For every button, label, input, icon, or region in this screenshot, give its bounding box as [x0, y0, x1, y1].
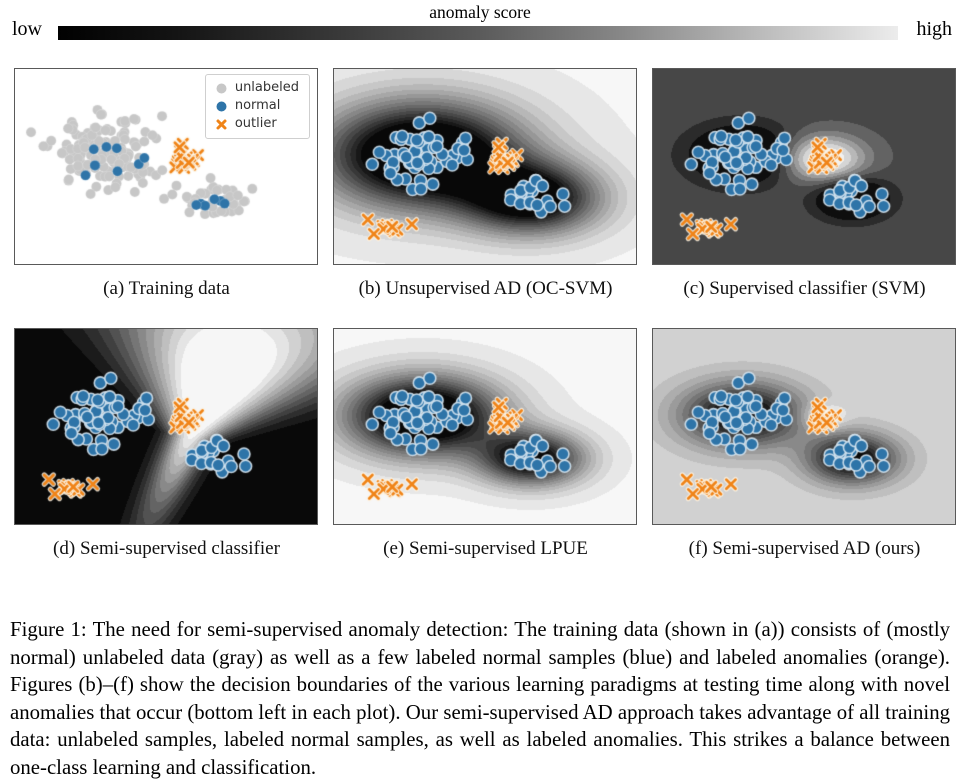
panel-f-plot: [652, 328, 956, 525]
panel-b-caption: (b) Unsupervised AD (OC-SVM): [358, 278, 613, 299]
legend-label-outlier: outlier: [234, 115, 277, 131]
panel-d-caption: (d) Semi-supervised classifier: [53, 538, 280, 559]
legend-item-normal: normal: [215, 97, 299, 114]
panel-d: (d) Semi-supervised classifier: [14, 328, 319, 588]
panel-b-plot: [333, 68, 637, 265]
panel-f-caption: (f) Semi-supervised AD (ours): [688, 538, 921, 559]
panel-b-canvas: [334, 69, 636, 264]
panel-c-canvas: [653, 69, 955, 264]
panel-f-canvas: [653, 329, 955, 524]
panel-row-2: (d) Semi-supervised classifier (e) Semi-…: [0, 328, 960, 588]
panel-c: (c) Supervised classifier (SVM): [652, 68, 957, 328]
panel-row-1: unlabeled normal outlier (a) Training da…: [0, 68, 960, 328]
unlabeled-dot-icon: [216, 83, 227, 94]
panel-d-canvas: [15, 329, 317, 524]
legend-item-unlabeled: unlabeled: [215, 80, 299, 96]
legend-label-unlabeled: unlabeled: [234, 80, 299, 95]
legend: unlabeled normal outlier: [204, 74, 310, 139]
legend-label-normal: normal: [234, 97, 281, 113]
panel-e-caption: (e) Semi-supervised LPUE: [383, 538, 588, 559]
colorbar-high-label: high: [916, 18, 952, 40]
panel-a: unlabeled normal outlier (a) Training da…: [14, 68, 319, 328]
panel-a-caption: (a) Training data: [103, 278, 230, 299]
panel-e-plot: [333, 328, 637, 525]
panel-c-caption: (c) Supervised classifier (SVM): [683, 278, 926, 299]
anomaly-score-colorbar: anomaly score low high: [0, 2, 960, 48]
outlier-x-icon: [216, 119, 227, 130]
panel-e-canvas: [334, 329, 636, 524]
legend-item-outlier: outlier: [215, 115, 299, 132]
figure-caption: Figure 1: The need for semi-supervised a…: [10, 618, 950, 779]
panel-b: (b) Unsupervised AD (OC-SVM): [333, 68, 638, 328]
panel-c-plot: [652, 68, 956, 265]
normal-dot-icon: [216, 101, 227, 112]
panel-f: (f) Semi-supervised AD (ours): [652, 328, 957, 588]
colorbar-title: anomaly score: [429, 2, 531, 22]
colorbar-low-label: low: [12, 18, 42, 40]
panel-d-plot: [14, 328, 318, 525]
panel-e: (e) Semi-supervised LPUE: [333, 328, 638, 588]
colorbar-gradient: [58, 26, 898, 40]
panel-a-plot: unlabeled normal outlier: [14, 68, 318, 265]
